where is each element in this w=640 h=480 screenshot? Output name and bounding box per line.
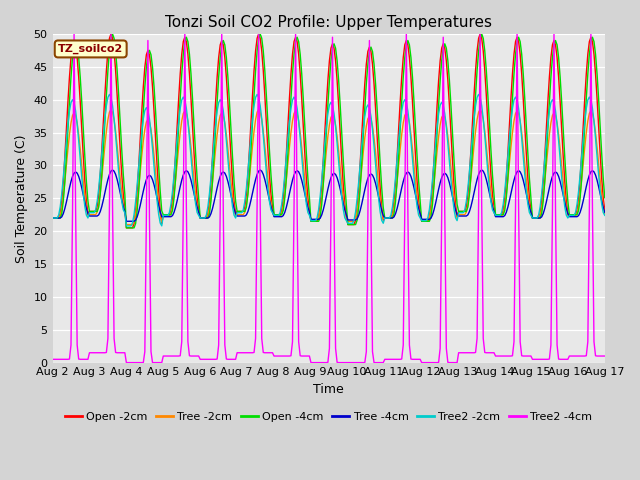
Title: Tonzi Soil CO2 Profile: Upper Temperatures: Tonzi Soil CO2 Profile: Upper Temperatur…: [165, 15, 492, 30]
Legend: Open -2cm, Tree -2cm, Open -4cm, Tree -4cm, Tree2 -2cm, Tree2 -4cm: Open -2cm, Tree -2cm, Open -4cm, Tree -4…: [60, 408, 597, 427]
Text: TZ_soilco2: TZ_soilco2: [58, 44, 124, 54]
Y-axis label: Soil Temperature (C): Soil Temperature (C): [15, 134, 28, 263]
X-axis label: Time: Time: [313, 383, 344, 396]
